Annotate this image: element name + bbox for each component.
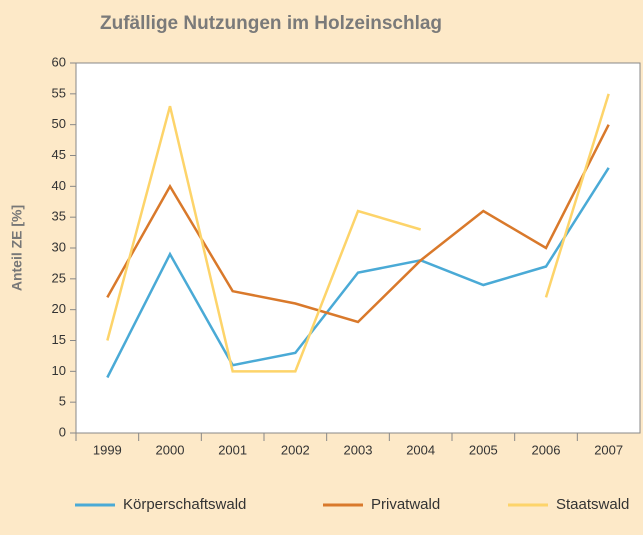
y-tick-label: 45 — [52, 147, 66, 162]
series-line — [106, 124, 610, 324]
x-tick-label: 2001 — [218, 442, 247, 457]
y-tick-label: 60 — [52, 54, 66, 69]
y-axis-label: Anteil ZE [%] — [9, 205, 25, 291]
legend-label: Körperschaftswald — [123, 496, 246, 513]
legend-label: Privatwald — [371, 496, 440, 513]
x-tick-label: 2003 — [344, 442, 373, 457]
series-line — [544, 93, 610, 298]
y-tick-label: 0 — [59, 424, 66, 439]
x-tick-label: 2006 — [532, 442, 561, 457]
legend-label: Staatswald — [556, 496, 629, 513]
y-tick-label: 10 — [52, 363, 66, 378]
chart-title: Zufällige Nutzungen im Holzeinschlag — [100, 13, 442, 34]
y-tick-label: 35 — [52, 209, 66, 224]
y-tick-label: 15 — [52, 332, 66, 347]
x-tick-label: 2002 — [281, 442, 310, 457]
y-tick-label: 25 — [52, 270, 66, 285]
y-tick-label: 5 — [59, 394, 66, 409]
series-line — [106, 167, 610, 379]
y-tick-label: 50 — [52, 116, 66, 131]
x-tick-label: 2005 — [469, 442, 498, 457]
plot-area — [75, 62, 641, 434]
x-tick-label: 2004 — [406, 442, 435, 457]
y-tick-label: 30 — [52, 239, 66, 254]
y-tick-label: 40 — [52, 178, 66, 193]
x-tick-label: 2000 — [156, 442, 185, 457]
y-tick-label: 20 — [52, 301, 66, 316]
y-tick-label: 55 — [52, 85, 66, 100]
x-tick-label: 1999 — [93, 442, 122, 457]
x-tick-label: 2007 — [594, 442, 623, 457]
series-line — [106, 105, 422, 373]
